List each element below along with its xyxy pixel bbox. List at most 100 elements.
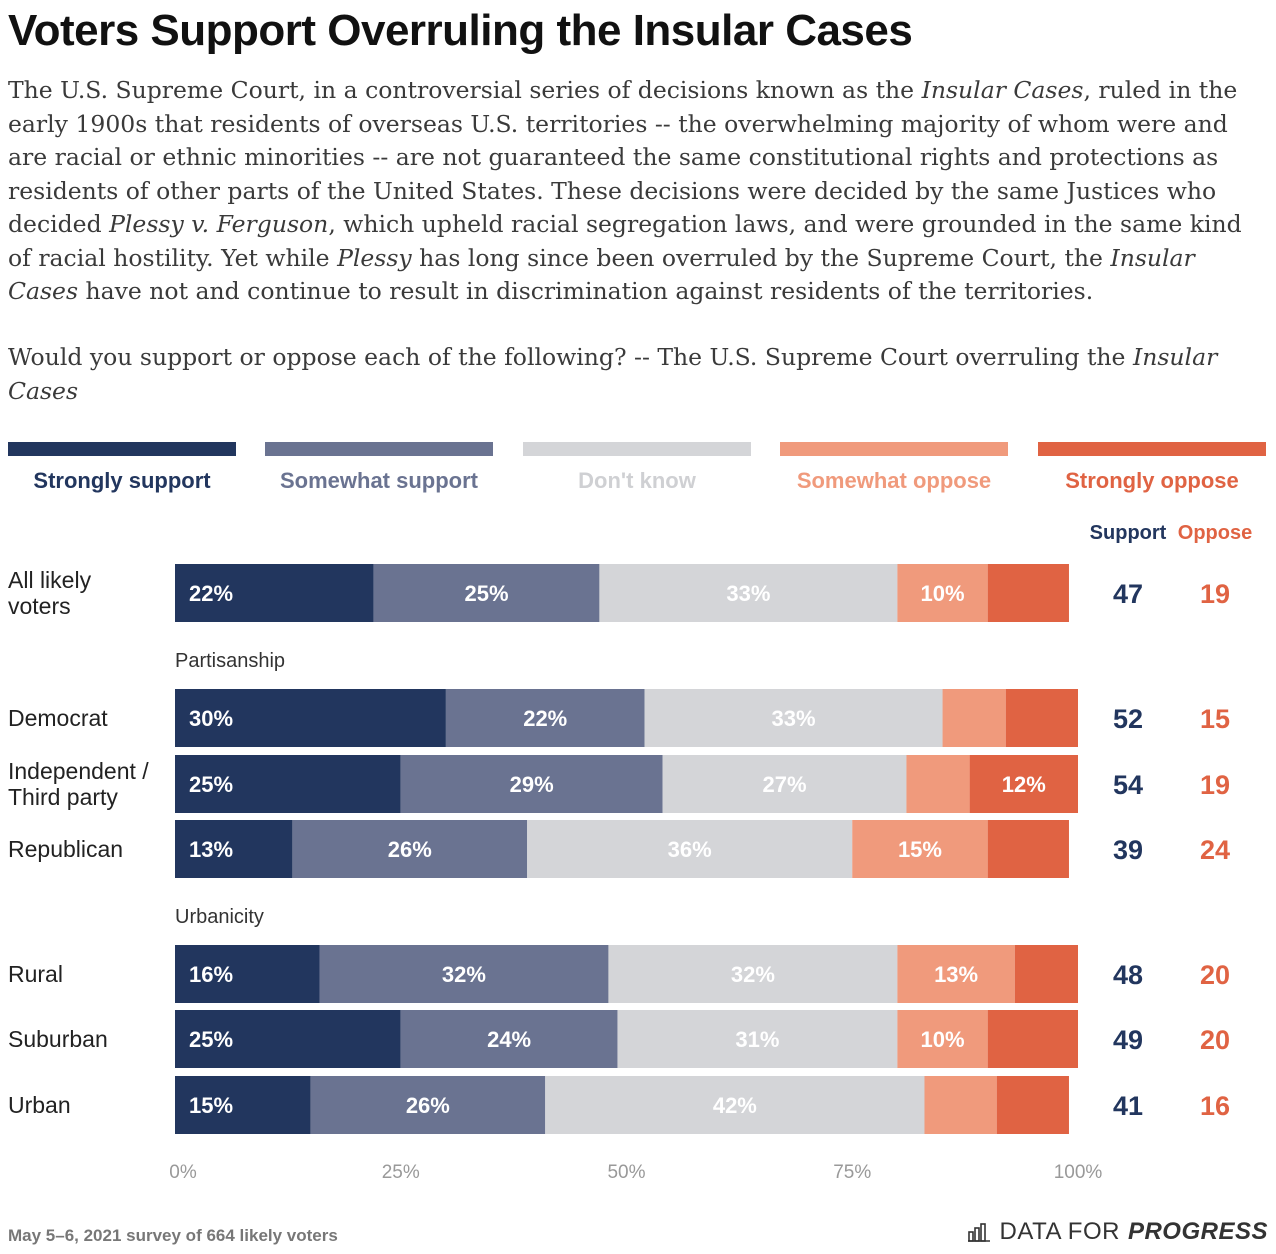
data-label: 25% <box>189 1027 233 1052</box>
bar-segment-somewhat-oppose <box>852 820 988 878</box>
oppose-total: 20 <box>1200 1025 1230 1055</box>
row-label: Independent / <box>8 758 149 784</box>
bar-segment-dont-know <box>608 945 898 1003</box>
bar-segment-somewhat-oppose <box>924 1076 997 1134</box>
bar-segment-somewhat-support <box>292 820 528 878</box>
bar-segment-strongly-oppose <box>987 1010 1078 1068</box>
intro-part: Plessy <box>337 243 412 272</box>
support-total: 39 <box>1113 835 1143 865</box>
legend-item-strongly-support: Strongly support <box>8 442 236 494</box>
bar-segment-somewhat-oppose <box>897 1010 988 1068</box>
brand-text-plain: DATA FOR <box>999 1218 1120 1245</box>
bar-segment-somewhat-support <box>310 1076 546 1134</box>
bar-segment-dont-know <box>662 755 907 813</box>
data-label: 12% <box>1002 772 1046 797</box>
legend: Strongly support Somewhat support Don't … <box>8 442 1268 502</box>
legend-swatch <box>265 442 493 456</box>
bar-segment-somewhat-oppose <box>906 755 970 813</box>
bar-segment-somewhat-support <box>445 689 645 747</box>
data-label: 31% <box>735 1027 779 1052</box>
row-label: Suburban <box>8 1026 108 1052</box>
legend-swatch <box>8 442 236 456</box>
bar-segment-somewhat-oppose <box>897 564 988 622</box>
intro-part: Insular Cases <box>8 243 1195 306</box>
bar-segment-somewhat-support <box>400 1010 618 1068</box>
row-label: All likely <box>8 567 92 593</box>
intro-part: Plessy v. Ferguson <box>109 210 329 238</box>
support-total: 52 <box>1113 704 1143 734</box>
question-part: Would you support or oppose each of the … <box>8 343 1133 371</box>
row-label: voters <box>8 593 71 619</box>
row-label: Democrat <box>8 705 108 731</box>
legend-item-somewhat-support: Somewhat support <box>265 442 493 494</box>
bar-segment-strongly-oppose <box>1014 945 1078 1003</box>
oppose-total: 19 <box>1200 770 1230 800</box>
data-label: 24% <box>487 1027 531 1052</box>
support-total: 41 <box>1113 1091 1143 1121</box>
bar-segment-strongly-oppose <box>996 1076 1069 1134</box>
data-label: 22% <box>189 581 233 606</box>
legend-label: Somewhat support <box>279 468 478 493</box>
data-label: 22% <box>523 706 567 731</box>
legend-label: Strongly support <box>33 468 211 493</box>
data-label: 13% <box>189 837 233 862</box>
legend-label: Strongly oppose <box>1065 468 1239 493</box>
data-label: 33% <box>772 706 816 731</box>
question-part: Insular Cases <box>8 343 1218 405</box>
bar-segment-dont-know <box>644 689 943 747</box>
group-label: Partisanship <box>175 650 285 672</box>
data-label: 15% <box>189 1093 233 1118</box>
oppose-total: 16 <box>1200 1091 1230 1121</box>
bar-segment-dont-know <box>545 1076 925 1134</box>
bar-segment-somewhat-oppose <box>942 689 1006 747</box>
oppose-total: 24 <box>1200 835 1230 865</box>
intro-part: have not and continue to result in discr… <box>78 277 1094 305</box>
data-label: 33% <box>726 581 770 606</box>
survey-footnote: May 5–6, 2021 survey of 664 likely voter… <box>8 1226 338 1245</box>
oppose-header: Oppose <box>1178 522 1252 544</box>
support-total: 47 <box>1113 579 1143 609</box>
legend-item-somewhat-oppose: Somewhat oppose <box>780 442 1008 494</box>
data-label: 10% <box>921 1027 965 1052</box>
x-tick-label: 50% <box>607 1162 645 1183</box>
data-label: 26% <box>388 837 432 862</box>
legend-swatch <box>1038 442 1266 456</box>
bar-segment-strongly-support <box>175 1076 311 1134</box>
support-total: 48 <box>1113 960 1143 990</box>
data-label: 27% <box>763 772 807 797</box>
bar-segment-strongly-oppose <box>1005 689 1078 747</box>
oppose-total: 19 <box>1200 579 1230 609</box>
oppose-total: 20 <box>1200 960 1230 990</box>
bar-segment-dont-know <box>527 820 853 878</box>
data-label: 25% <box>189 772 233 797</box>
data-label: 42% <box>713 1093 757 1118</box>
x-tick-label: 0% <box>169 1162 197 1183</box>
row-label: Urban <box>8 1092 71 1118</box>
legend-label: Somewhat oppose <box>796 468 992 493</box>
bar-segment-strongly-support <box>175 564 374 622</box>
intro-part: The U.S. Supreme Court, in a controversi… <box>8 76 922 104</box>
data-label: 26% <box>406 1093 450 1118</box>
row-label: Third party <box>8 784 118 810</box>
intro-part: has long since been overruled by the Sup… <box>411 243 1111 272</box>
x-tick-label: 75% <box>833 1162 871 1183</box>
support-total: 54 <box>1113 770 1143 800</box>
data-label: 32% <box>442 962 486 987</box>
legend-swatch <box>780 442 1008 456</box>
group-label: Urbanicity <box>175 906 264 928</box>
bar-segment-somewhat-oppose <box>897 945 1015 1003</box>
bar-segment-strongly-oppose <box>987 564 1069 622</box>
bar-segment-strongly-support <box>175 689 446 747</box>
support-total: 49 <box>1113 1025 1143 1055</box>
row-label: Rural <box>8 961 63 987</box>
legend-item-strongly-oppose: Strongly oppose <box>1038 442 1266 494</box>
chart-title: Voters Support Overruling the Insular Ca… <box>8 6 913 55</box>
data-label: 29% <box>510 772 554 797</box>
legend-label: Don't know <box>578 468 696 493</box>
data-label: 10% <box>921 581 965 606</box>
bar-segment-strongly-support <box>175 820 293 878</box>
x-tick-label: 25% <box>382 1162 420 1183</box>
bar-segment-dont-know <box>617 1010 898 1068</box>
bar-segment-strongly-support <box>175 1010 401 1068</box>
